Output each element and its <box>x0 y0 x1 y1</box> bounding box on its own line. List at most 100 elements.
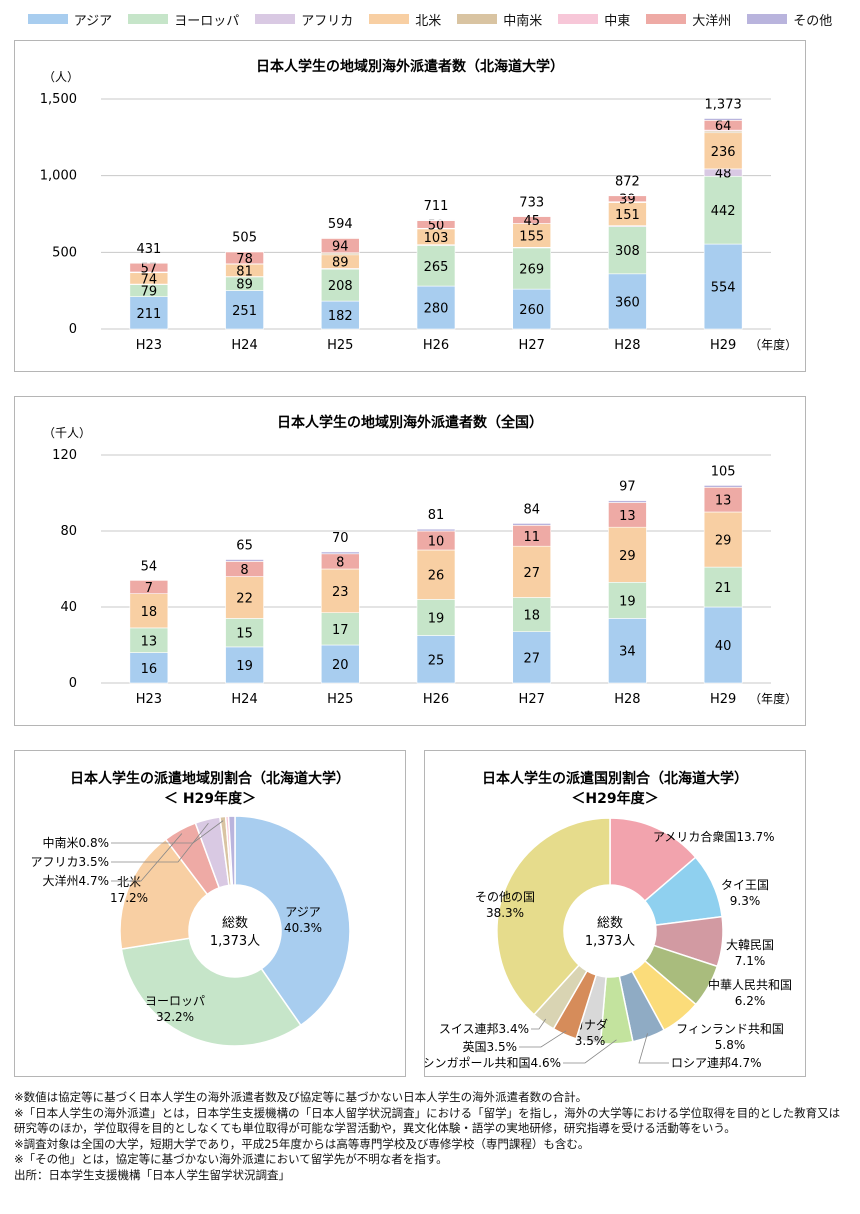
donut-slice <box>120 937 302 1047</box>
y-tick-label: 500 <box>52 245 77 260</box>
hokudai-bar-chart-panel: 日本人学生の地域別海外派遣者数（北海道大学） （人） 0 500 1,000 1,500 2… <box>14 40 806 372</box>
segment-label: 211 <box>136 307 161 322</box>
slice-label: 大韓民国 <box>726 938 774 952</box>
segment-label: 18 <box>523 609 540 624</box>
slice-label: 中南米0.8% <box>43 835 110 850</box>
bar-segment <box>129 296 169 330</box>
segment-label: 40 <box>715 639 732 654</box>
x-tick-label: H25 <box>327 338 353 353</box>
bar-segment <box>512 247 552 290</box>
bar-segment <box>416 285 456 330</box>
segment-label: 155 <box>519 229 544 244</box>
slice-percent: 40.3% <box>284 921 322 935</box>
segment-label: 20 <box>332 658 349 673</box>
donut-slice <box>496 817 611 1016</box>
chart-title: 日本人学生の地域別海外派遣者数（全国） <box>277 414 543 431</box>
segment-label: 23 <box>332 585 349 600</box>
note-1: ※数値は協定等に基づく日本人学生の海外派遣者数及び協定等に基づかない日本人学生の… <box>14 1090 588 1104</box>
segment-label: 13 <box>141 634 158 649</box>
bar-segment <box>608 618 647 684</box>
bar-segment <box>512 216 552 224</box>
slice-label: シンガポール共和国4.6% <box>425 1056 561 1070</box>
segment-label: 251 <box>232 304 257 319</box>
segment-label: 265 <box>424 260 449 275</box>
y-tick-label: 1,000 <box>40 169 77 184</box>
total-label: 65 <box>236 539 253 554</box>
segment-label: 64 <box>715 119 732 134</box>
segment-label: 19 <box>619 594 636 609</box>
legend-item-3: 北米 <box>369 10 441 29</box>
bar-segment <box>608 582 647 619</box>
segment-label: 182 <box>328 309 353 324</box>
bar-segment <box>703 485 743 488</box>
slice-percent: 38.3% <box>486 906 524 920</box>
bar-segment <box>225 559 264 562</box>
total-label: 81 <box>428 508 445 523</box>
segment-label: 26 <box>428 569 445 584</box>
donut-center-label: 総数 <box>222 916 248 931</box>
segment-label: 280 <box>424 302 449 317</box>
segment-label: 57 <box>141 262 158 277</box>
leader-line <box>531 1018 547 1030</box>
bar-segment <box>225 618 264 648</box>
source-note: 出所：日本学生支援機構「日本人学生留学状況調査」 <box>14 1167 290 1182</box>
leader-line <box>638 1033 669 1064</box>
donut-hole <box>565 886 655 976</box>
legend-swatch <box>369 14 410 24</box>
segment-label: 89 <box>332 256 349 271</box>
segment-label: 21 <box>715 581 732 596</box>
slice-percent: 7.1% <box>735 954 766 968</box>
x-tick-label: H26 <box>423 338 449 353</box>
slice-percent: 3.5% <box>575 1034 606 1048</box>
segment-label: 27 <box>523 651 540 666</box>
x-tick-label: H25 <box>327 692 353 707</box>
bar-segment <box>320 268 360 302</box>
donut-center-label: 総数 <box>597 916 623 931</box>
x-tick-label: H26 <box>423 692 449 707</box>
x-tick-label: H23 <box>136 692 162 707</box>
bar-segment <box>416 245 456 287</box>
slice-label: 英国3.5% <box>463 1040 518 1054</box>
segment-label: 442 <box>711 204 736 219</box>
y-tick-label: 0 <box>69 322 77 337</box>
leader-line <box>111 820 224 844</box>
legend-item-1: ヨーロッパ <box>128 10 239 29</box>
region-donut-panel: 日本人学生の派遣地域別割合（北海道大学） ＜ H29年度＞ アジア 40.3% ヨーロッ… <box>14 750 406 1077</box>
y-axis-unit: （千人） <box>43 426 91 440</box>
segment-label: 236 <box>711 145 736 160</box>
segment-label: 78 <box>236 252 253 267</box>
segment-label: 79 <box>141 285 158 300</box>
bar-segment <box>512 597 552 633</box>
region-donut-chart: 日本人学生の派遣地域別割合（北海道大学） ＜ H29年度＞ アジア 40.3% ヨーロッ… <box>31 770 351 1047</box>
legend-swatch <box>27 14 68 24</box>
segment-label: 308 <box>615 244 640 259</box>
legend-label: その他 <box>793 13 833 29</box>
legend: アジア ヨーロッパ アフリカ 北米 中南米 中東 大洋州 その他 <box>0 6 860 32</box>
slice-label: アフリカ3.5% <box>31 855 110 869</box>
donut-center-value: 1,373人 <box>585 934 635 949</box>
chart-subtitle: ＜H29年度＞ <box>571 790 658 807</box>
total-label: 54 <box>141 559 158 574</box>
slice-percent: 6.2% <box>735 994 766 1008</box>
slice-percent: 17.2% <box>110 891 148 905</box>
bar-segment <box>703 132 743 170</box>
y-tick-label: 120 <box>52 448 77 463</box>
legend-swatch <box>747 14 788 24</box>
leader-line <box>563 1039 617 1064</box>
segment-label: 89 <box>236 278 253 293</box>
segment-label: 39 <box>619 193 636 208</box>
y-tick-label: 40 <box>60 600 77 615</box>
segment-label: 19 <box>428 611 445 626</box>
segment-label: 11 <box>523 530 540 545</box>
y-tick-label: 0 <box>69 676 77 691</box>
segment-label: 48 <box>715 167 732 182</box>
segment-label: 15 <box>236 627 253 642</box>
bar-segment <box>129 652 169 684</box>
x-tick-label: H23 <box>136 338 162 353</box>
segment-label: 94 <box>332 240 349 255</box>
chart-title: 日本人学生の地域別海外派遣者数（北海道大学） <box>256 58 564 75</box>
total-label: 97 <box>619 480 636 495</box>
segment-label: 27 <box>523 566 540 581</box>
bar-segment <box>225 290 264 330</box>
segment-label: 360 <box>615 295 640 310</box>
